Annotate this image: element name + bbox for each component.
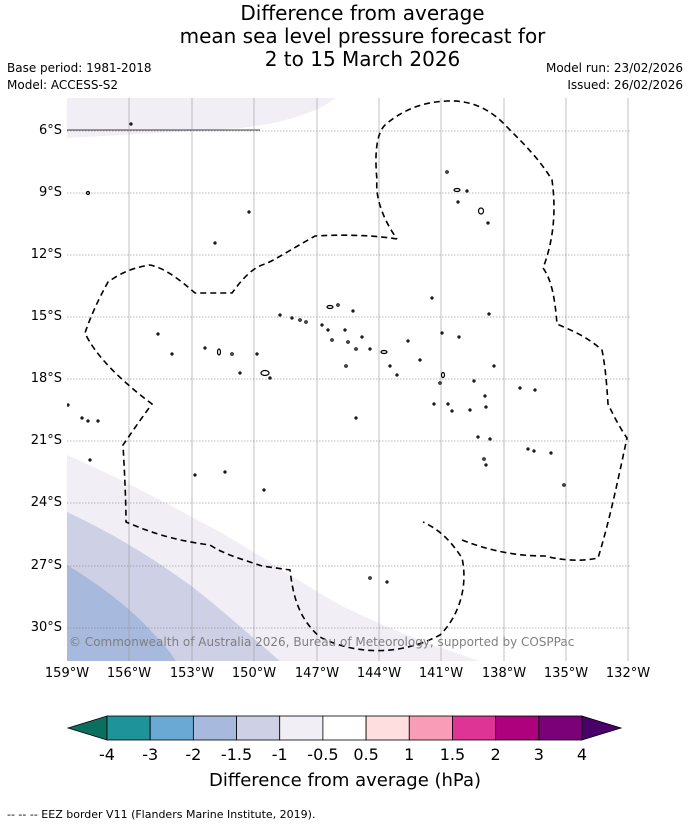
colorbar-cell (236, 715, 281, 741)
anomaly-minus-2-region (67, 565, 176, 661)
map-area: © Commonwealth of Australia 2026, Bureau… (67, 98, 630, 661)
lon-label-135w: 135°W (543, 666, 589, 681)
lon-label-147w: 147°W (294, 666, 340, 681)
colorbar-cell (149, 715, 194, 741)
colorbar-tick-label: 1 (404, 745, 415, 764)
colorbar-cell (322, 715, 367, 741)
lon-label-144w: 144°W (356, 666, 402, 681)
title-line-2: mean sea level pressure forecast for (179, 24, 546, 48)
colorbar-label: Difference from average (hPa) (208, 770, 482, 791)
lat-label-24s: 24°S (30, 495, 62, 510)
colorbar-cell (408, 715, 453, 741)
colorbar-cell (365, 715, 410, 741)
title-line-3: 2 to 15 March 2026 (264, 47, 461, 71)
model-name: Model: ACCESS-S2 (7, 78, 119, 92)
lat-label-18s: 18°S (30, 371, 62, 386)
grid (128, 98, 629, 661)
colorbar-tick-label: -0.5 (307, 745, 339, 764)
lat-label-30s: 30°S (30, 620, 62, 635)
colorbar-under-arrow (66, 715, 108, 741)
colorbar-over-arrow (581, 715, 623, 741)
colorbar-tick-label: 1.5 (439, 745, 466, 764)
colorbar-cell (106, 715, 151, 741)
colorbar-cell (452, 715, 497, 741)
eez-legend-note: -- -- -- EEZ border V11 (Flanders Marine… (7, 808, 316, 821)
colorbar-tick-label: 2 (490, 745, 501, 764)
lat-label-9s: 9°S (38, 185, 62, 200)
lon-label-141w: 141°W (418, 666, 464, 681)
colorbar-tick-label: -1 (271, 745, 288, 764)
colorbar (66, 715, 623, 741)
lon-label-156w: 156°W (106, 666, 152, 681)
anomaly-top-region (67, 98, 335, 138)
colorbar-tick-label: -2 (185, 745, 202, 764)
colorbar-cell (538, 715, 583, 741)
title-line-1: Difference from average (240, 1, 485, 25)
lat-label-27s: 27°S (30, 558, 62, 573)
copyright-notice: © Commonwealth of Australia 2026, Bureau… (69, 635, 574, 649)
colorbar-tick-label: -4 (99, 745, 115, 764)
colorbar-cell (192, 715, 237, 741)
eez-border (84, 100, 628, 652)
model-run: Model run: 23/02/2026 (545, 61, 683, 75)
colorbar-tick-label: -3 (142, 745, 159, 764)
colorbar-tick-label: -1.5 (220, 745, 253, 764)
colorbar-cell (495, 715, 540, 741)
colorbar-tick-label: 3 (533, 745, 544, 764)
lon-label-138w: 138°W (481, 666, 527, 681)
lat-label-15s: 15°S (30, 309, 62, 324)
lon-label-159w: 159°W (44, 666, 90, 681)
colorbar-tick-label: 4 (576, 745, 588, 764)
colorbar-cell (279, 715, 324, 741)
lat-label-6s: 6°S (38, 123, 62, 138)
lon-label-132w: 132°W (605, 666, 651, 681)
lat-label-12s: 12°S (30, 247, 62, 262)
base-period: Base period: 1981-2018 (7, 61, 152, 75)
issued-date: Issued: 26/02/2026 (567, 78, 683, 92)
lat-label-21s: 21°S (30, 433, 62, 448)
colorbar-tick-label: 0.5 (353, 745, 379, 764)
lon-label-153w: 153°W (169, 666, 215, 681)
islands (67, 122, 566, 584)
grid-lat (67, 130, 630, 629)
lon-label-150w: 150°W (231, 666, 277, 681)
